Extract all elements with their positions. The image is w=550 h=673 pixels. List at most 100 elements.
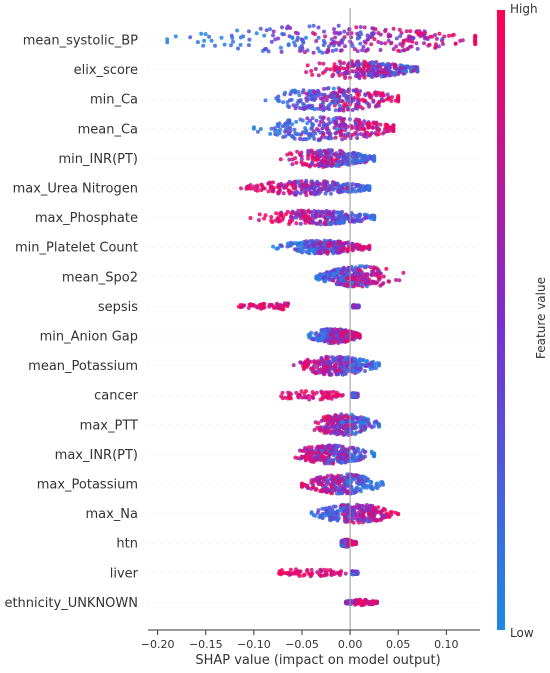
shap-point xyxy=(328,416,332,420)
shap-point xyxy=(274,211,278,215)
shap-point xyxy=(262,34,266,38)
shap-point xyxy=(354,450,358,454)
shap-point xyxy=(264,213,268,217)
shap-point xyxy=(359,32,363,36)
shap-point xyxy=(337,43,341,47)
shap-point xyxy=(210,39,214,43)
shap-point xyxy=(340,39,344,43)
shap-point xyxy=(327,44,331,48)
shap-point xyxy=(329,484,333,488)
shap-point xyxy=(297,241,301,245)
shap-point xyxy=(296,394,300,398)
shap-point xyxy=(308,221,312,225)
shap-point xyxy=(355,60,359,64)
shap-point xyxy=(303,395,307,399)
shap-point xyxy=(342,242,346,246)
shap-point xyxy=(320,514,324,518)
shap-point xyxy=(303,483,307,487)
shap-point xyxy=(379,41,383,45)
shap-point xyxy=(290,184,294,188)
shap-point xyxy=(387,74,391,78)
shap-point xyxy=(326,474,330,478)
shap-point xyxy=(347,163,351,167)
shap-point xyxy=(330,571,334,575)
shap-point xyxy=(289,568,293,572)
shap-point xyxy=(355,107,359,111)
shap-point xyxy=(346,106,350,110)
shap-point xyxy=(329,102,333,106)
shap-point xyxy=(247,38,251,42)
shap-point xyxy=(326,396,330,400)
shap-point xyxy=(306,154,310,158)
shap-point xyxy=(359,274,363,278)
shap-point xyxy=(332,65,336,69)
shap-point xyxy=(352,363,356,367)
shap-point xyxy=(437,32,441,36)
shap-point xyxy=(333,363,337,367)
shap-point xyxy=(303,455,307,459)
shap-point xyxy=(318,428,322,432)
shap-point xyxy=(337,160,341,164)
shap-point xyxy=(281,307,285,311)
shap-point xyxy=(239,303,243,307)
shap-point xyxy=(353,47,357,51)
shap-point xyxy=(358,334,362,338)
shap-point xyxy=(343,71,347,75)
shap-point xyxy=(374,420,378,424)
shap-point xyxy=(311,134,315,138)
shap-point xyxy=(351,392,355,396)
shap-point xyxy=(340,394,344,398)
shap-point xyxy=(367,512,371,516)
shap-point xyxy=(337,24,341,28)
shap-point xyxy=(323,96,327,100)
shap-point xyxy=(317,36,321,40)
shap-point xyxy=(255,31,259,35)
shap-point xyxy=(325,369,329,373)
shap-point xyxy=(367,102,371,106)
shap-point xyxy=(323,279,327,283)
shap-point xyxy=(354,218,358,222)
shap-point xyxy=(294,221,298,225)
shap-point xyxy=(398,34,402,38)
shap-point xyxy=(372,452,376,456)
shap-point xyxy=(379,272,383,276)
shap-point xyxy=(281,100,285,104)
shap-point xyxy=(298,137,302,141)
shap-point xyxy=(344,572,348,576)
shap-point xyxy=(359,455,363,459)
shap-point xyxy=(253,185,257,189)
shap-point xyxy=(307,445,311,449)
shap-point xyxy=(333,91,337,95)
shap-point xyxy=(371,100,375,104)
shap-point xyxy=(356,277,360,281)
shap-point xyxy=(332,120,336,124)
shap-point xyxy=(307,164,311,168)
shap-point xyxy=(346,152,350,156)
shap-point xyxy=(391,128,395,132)
shap-point xyxy=(359,508,363,512)
shap-point xyxy=(342,266,346,270)
shap-point xyxy=(359,475,363,479)
shap-point xyxy=(283,123,287,127)
shap-point xyxy=(355,420,359,424)
shap-point xyxy=(351,446,355,450)
shap-point xyxy=(304,70,308,74)
shap-point xyxy=(359,367,363,371)
shap-point xyxy=(420,32,424,36)
shap-point xyxy=(307,398,311,402)
shap-point xyxy=(333,246,337,250)
shap-point xyxy=(318,123,322,127)
shap-point xyxy=(337,239,341,243)
shap-point xyxy=(358,504,362,508)
shap-point xyxy=(372,155,376,159)
shap-point xyxy=(321,101,325,105)
shap-point xyxy=(363,99,367,103)
shap-point xyxy=(310,460,314,464)
shap-point xyxy=(305,121,309,125)
shap-point xyxy=(301,102,305,106)
shap-point xyxy=(387,279,391,283)
shap-point xyxy=(354,117,358,121)
shap-point xyxy=(341,373,345,377)
shap-point xyxy=(473,40,477,44)
shap-point xyxy=(356,359,360,363)
